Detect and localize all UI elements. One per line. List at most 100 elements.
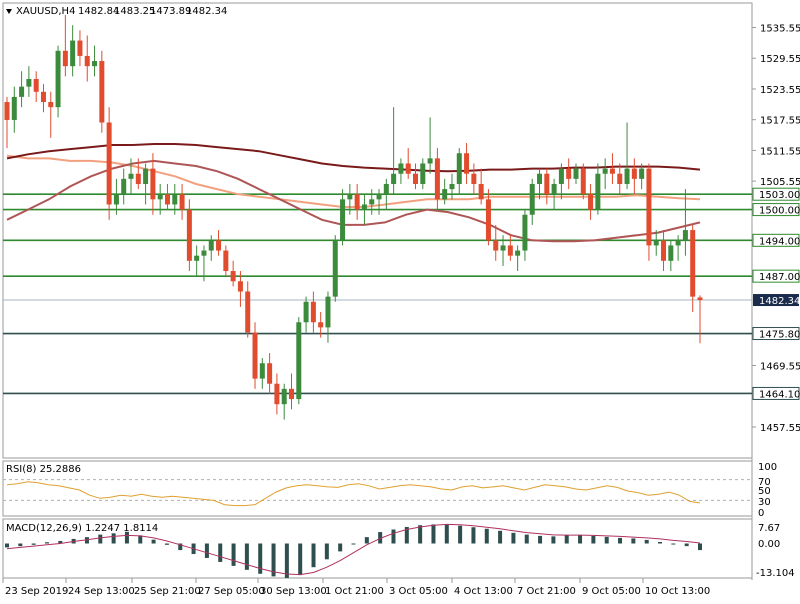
candle-body-bull <box>201 250 207 256</box>
candle-body-bear <box>507 245 513 256</box>
ohlc-high: 1483.25 <box>114 6 155 17</box>
level-tag-box <box>752 233 800 247</box>
macd-level-max: 7.67 <box>758 523 780 534</box>
candle-body-bear <box>697 297 703 301</box>
level-tag-box <box>752 386 800 400</box>
macd-bar <box>5 543 9 548</box>
candle-body-bull <box>26 78 32 87</box>
candle-body-bear <box>318 322 324 328</box>
macd-bar <box>484 528 489 544</box>
macd-bar <box>351 543 356 545</box>
candle-body-bear <box>237 281 243 292</box>
candle-body-bear <box>48 102 54 108</box>
candle-body-bear <box>4 102 10 120</box>
candle-body-bear <box>252 332 258 379</box>
candle-body-bear <box>84 55 90 67</box>
candle-body-bull <box>653 240 659 246</box>
candle-body-bear <box>223 250 229 272</box>
chart-header: XAUUSD,H4 1482.84 1483.25 1473.89 1482.3… <box>6 6 227 17</box>
macd-bar <box>644 539 649 544</box>
candle-body-bear <box>609 168 615 174</box>
macd-bar <box>18 543 23 547</box>
ohlc-low: 1473.89 <box>150 6 191 17</box>
macd-bar <box>204 543 209 558</box>
level-tag-label: 1475.80 <box>759 330 800 341</box>
macd-bar <box>258 543 263 574</box>
macd-bar <box>244 543 249 570</box>
candle-body-bull <box>340 199 346 241</box>
dropdown-triangle-icon[interactable] <box>6 9 12 14</box>
time-label: 3 Oct 05:00 <box>389 586 448 597</box>
rsi-level-0: 0 <box>758 508 764 519</box>
candle-body-bull <box>259 363 265 379</box>
candle-body-bull <box>427 158 433 164</box>
level-tag-box <box>752 269 800 283</box>
candle-body-bull <box>303 301 309 323</box>
candle-body-bear <box>434 158 440 200</box>
candle-body-bull <box>347 194 353 200</box>
time-label: 10 Oct 13:00 <box>645 586 710 597</box>
candle-body-bear <box>288 388 294 400</box>
macd-bar <box>44 542 49 544</box>
macd-bar <box>538 535 543 544</box>
current-price-tag <box>753 294 799 307</box>
level-tag-box <box>752 187 800 201</box>
candle-body-bull <box>121 178 127 195</box>
macd-bar <box>498 530 503 544</box>
macd-bar <box>391 529 396 544</box>
level-tag-box <box>752 203 800 217</box>
macd-bar <box>471 527 476 544</box>
macd-indicator <box>5 523 702 578</box>
macd-bar <box>444 524 449 544</box>
macd-bar <box>458 525 463 544</box>
macd-bar <box>151 539 156 544</box>
candle-body-bull <box>208 240 214 251</box>
macd-bar <box>604 536 609 544</box>
time-label: 30 Sep 13:00 <box>260 586 327 597</box>
time-label: 23 Sep 2019 <box>5 586 68 597</box>
candle-body-bear <box>580 168 586 195</box>
ma-mid-line <box>6 159 701 243</box>
candle-body-bear <box>310 301 316 323</box>
candle-body-bull <box>332 240 338 297</box>
candle-body-bull <box>675 240 681 246</box>
macd-bar <box>591 535 596 544</box>
time-label: 27 Sep 05:00 <box>198 586 265 597</box>
candle-body-bull <box>325 296 331 328</box>
candle-body-bear <box>493 240 499 251</box>
rsi-level-50: 50 <box>758 486 771 497</box>
ohlc-open: 1482.84 <box>78 6 119 17</box>
candle-body-bear <box>354 194 360 210</box>
candle-body-bull <box>369 199 375 205</box>
macd-bar <box>138 535 143 544</box>
macd-bar <box>284 543 289 578</box>
candle-body-bull <box>92 61 98 67</box>
candle-body-bull <box>558 168 564 184</box>
candle-body-bull <box>500 245 506 251</box>
candle-body-bear <box>99 61 105 123</box>
candle-body-bull <box>668 245 674 261</box>
rsi-level-100: 100 <box>758 462 777 473</box>
candle-body-bear <box>150 168 156 200</box>
candle-body-bull <box>449 183 455 190</box>
time-label: 7 Oct 21:00 <box>517 586 576 597</box>
macd-bar <box>564 535 569 544</box>
candle-body-bull <box>595 173 601 210</box>
candle-body-bull <box>639 168 645 179</box>
candle-body-bull <box>113 194 119 205</box>
candle-body-bear <box>274 383 280 405</box>
candle-body-bear <box>40 91 46 103</box>
macd-bar <box>338 543 343 552</box>
candle-body-bull <box>522 214 528 251</box>
macd-bar <box>98 534 103 544</box>
macd-bar <box>58 540 63 544</box>
price-tick-label: 1505.55 <box>760 177 800 188</box>
macd-bar <box>524 534 529 544</box>
rsi-level-70: 70 <box>758 477 771 488</box>
candle-body-bull <box>172 194 178 205</box>
candle-body-bear <box>471 173 477 184</box>
candle-body-bear <box>464 153 470 174</box>
candle-body-bull <box>296 322 302 400</box>
